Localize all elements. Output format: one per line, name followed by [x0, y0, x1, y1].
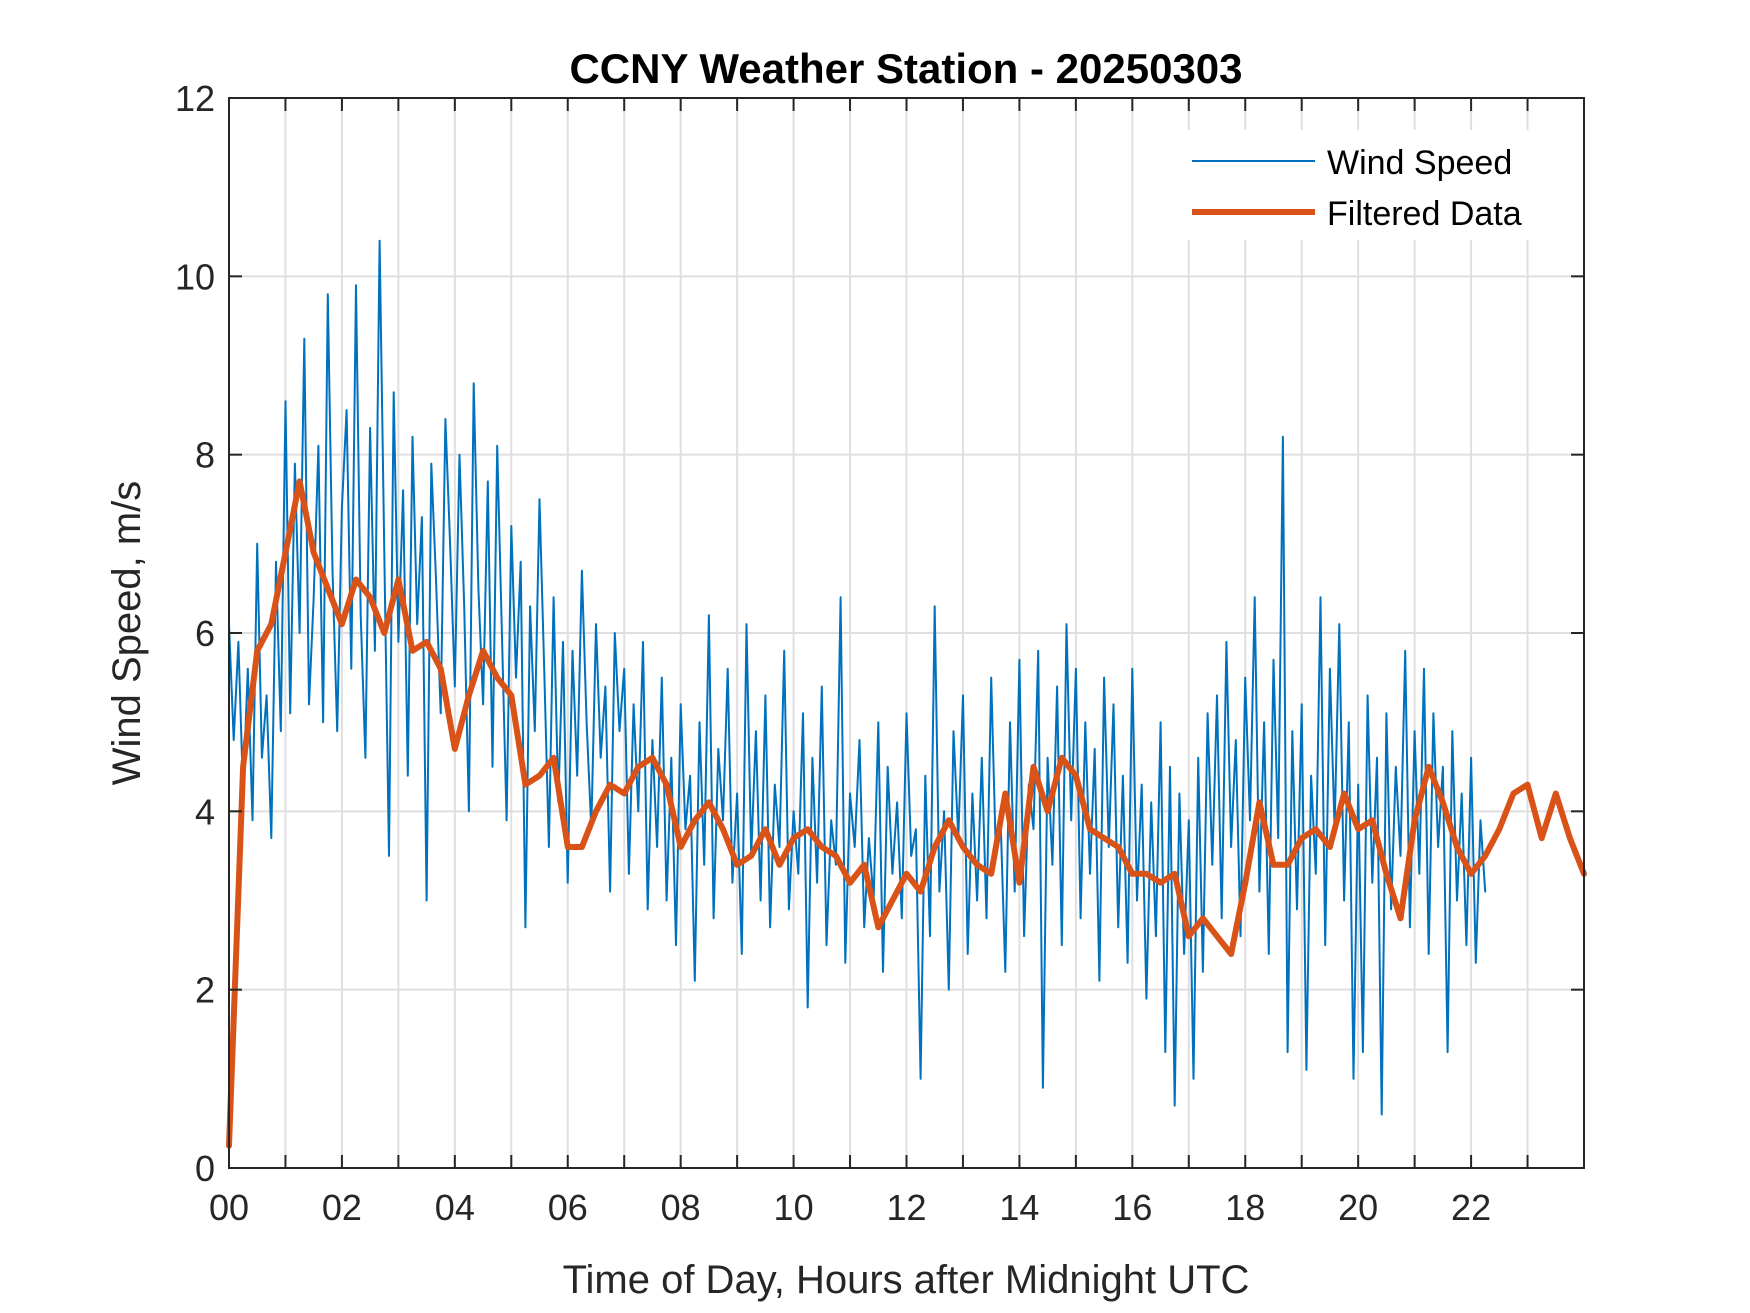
data-series	[226, 239, 1587, 1149]
y-tick-label: 8	[195, 435, 215, 476]
legend: Wind Speed Filtered Data	[1180, 130, 1560, 240]
y-tick-label: 12	[175, 78, 215, 119]
x-tick-label: 12	[886, 1187, 926, 1228]
x-tick-label: 00	[209, 1187, 249, 1228]
x-axis-label: Time of Day, Hours after Midnight UTC	[563, 1258, 1250, 1302]
legend-box	[1180, 130, 1560, 240]
legend-label-wind-speed: Wind Speed	[1327, 144, 1512, 182]
x-tick-label: 14	[999, 1187, 1039, 1228]
x-tick-label: 16	[1112, 1187, 1152, 1228]
y-tick-label: 6	[195, 613, 215, 654]
x-tick-label: 04	[435, 1187, 475, 1228]
gridlines	[229, 98, 1584, 1168]
x-tick-label: 22	[1451, 1187, 1491, 1228]
x-tick-label: 10	[774, 1187, 814, 1228]
legend-label-filtered-data: Filtered Data	[1327, 195, 1522, 233]
y-tick-label: 4	[195, 791, 215, 832]
x-tick-label: 18	[1225, 1187, 1265, 1228]
y-tick-label: 10	[175, 256, 215, 297]
y-tick-label: 0	[195, 1148, 215, 1189]
series-line-wind-speed	[228, 239, 1487, 1116]
y-tick-label: 2	[195, 970, 215, 1011]
y-axis-label: Wind Speed, m/s	[105, 481, 149, 786]
x-tick-label: 06	[548, 1187, 588, 1228]
chart-title: CCNY Weather Station - 20250303	[569, 45, 1242, 92]
x-tick-label: 02	[322, 1187, 362, 1228]
x-tick-label: 20	[1338, 1187, 1378, 1228]
x-tick-label: 08	[661, 1187, 701, 1228]
series-line-filtered-data	[226, 478, 1587, 1149]
